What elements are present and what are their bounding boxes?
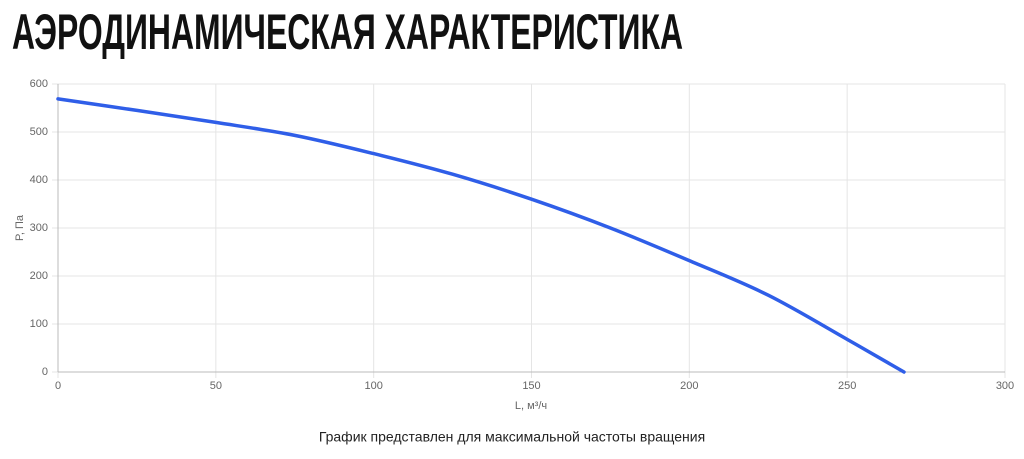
- y-tick-label: 400: [30, 174, 48, 186]
- x-tick-label: 250: [838, 380, 856, 392]
- y-tick-label: 100: [30, 318, 48, 330]
- chart-title: АЭРОДИНАМИЧЕСКАЯ ХАРАКТЕРИСТИКА: [12, 4, 683, 60]
- x-tick-label: 100: [364, 380, 382, 392]
- x-tick-label: 0: [55, 380, 61, 392]
- y-axis-label: P, Па: [14, 214, 26, 241]
- y-tick-label: 500: [30, 126, 48, 138]
- caption: График представлен для максимальной част…: [319, 429, 705, 445]
- y-tick-label: 0: [42, 366, 48, 378]
- y-tick-label: 300: [30, 222, 48, 234]
- x-tick-label: 150: [522, 380, 540, 392]
- x-tick-label: 200: [680, 380, 698, 392]
- y-tick-label: 200: [30, 270, 48, 282]
- x-tick-label: 50: [210, 380, 222, 392]
- y-tick-label: 600: [30, 78, 48, 90]
- line-series: [56, 97, 906, 374]
- x-axis-label: L, м³/ч: [515, 400, 547, 412]
- x-tick-label: 300: [996, 380, 1014, 392]
